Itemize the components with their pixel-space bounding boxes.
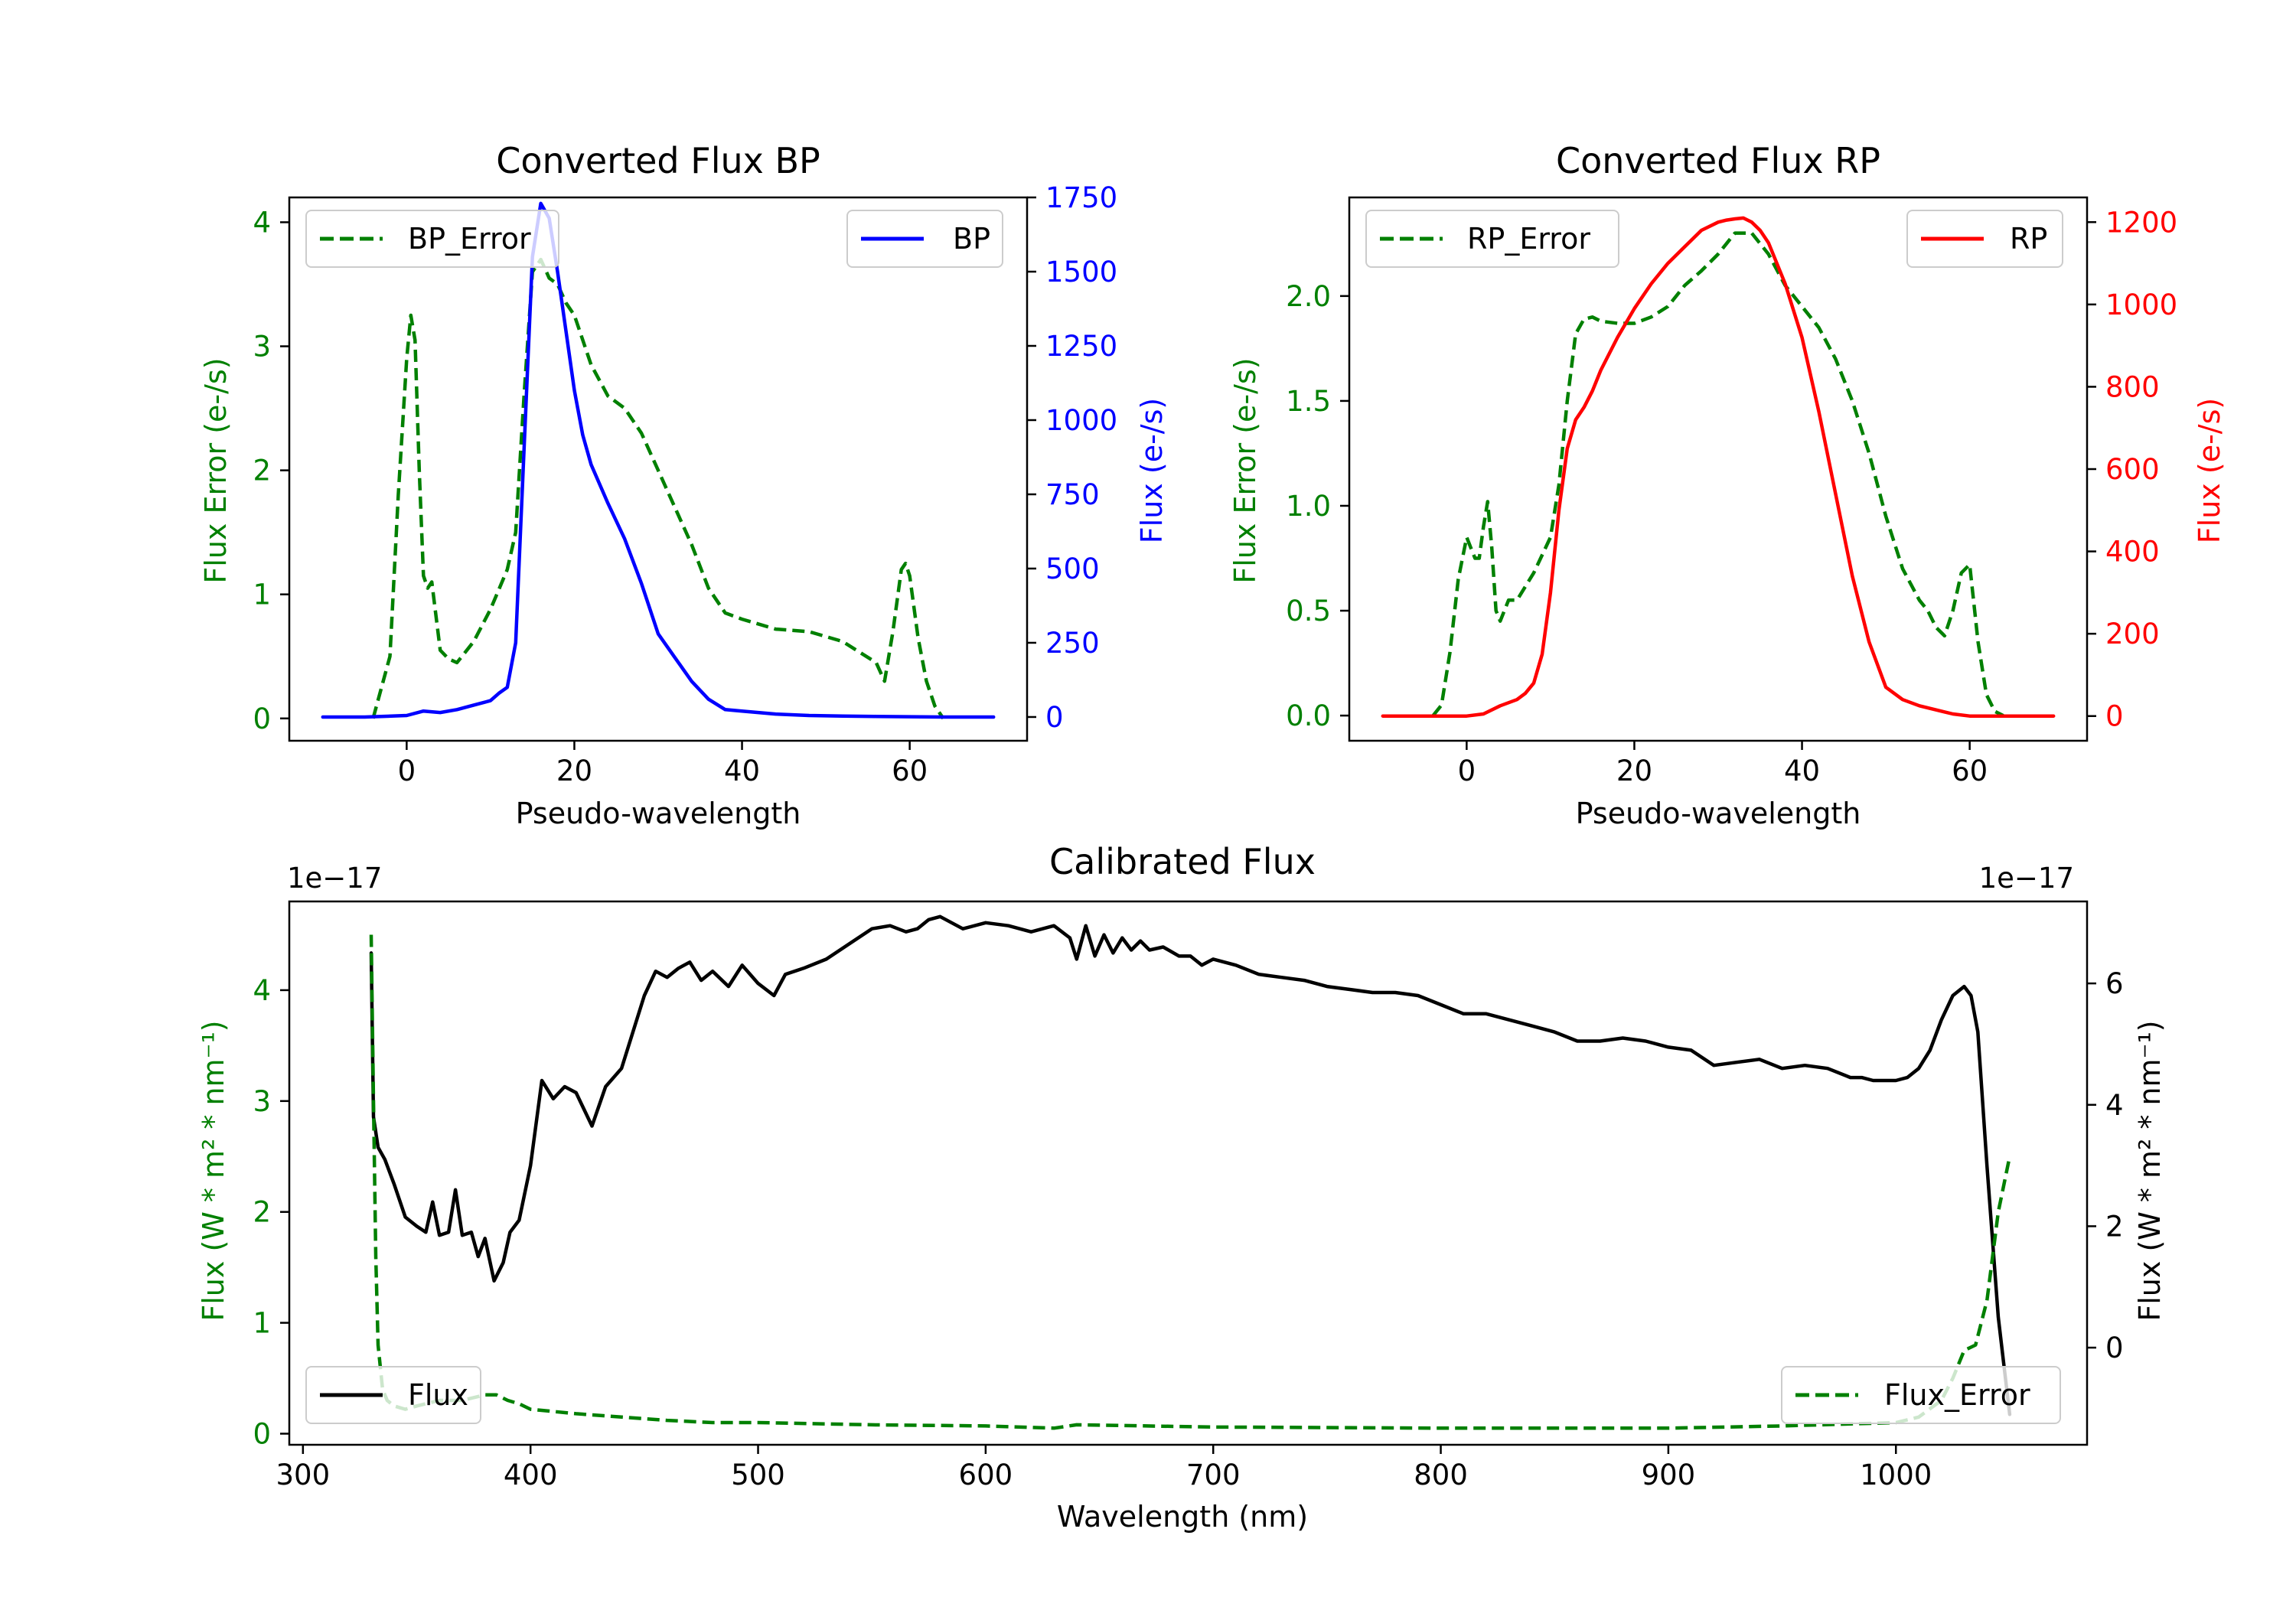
y-tick-label-left: 2 xyxy=(253,1196,271,1229)
x-tick-label: 60 xyxy=(892,755,928,787)
legend-right: RP xyxy=(1906,210,2063,268)
y-tick-label-right: 6 xyxy=(2105,967,2124,1000)
y-axis-label-left: Flux Error (e-/s) xyxy=(199,357,233,583)
legend-right-box xyxy=(1906,210,2063,268)
y-tick-label-right: 1500 xyxy=(1045,256,1117,288)
y-tick-label-right: 1000 xyxy=(1045,404,1117,437)
y-tick-label-right: 2 xyxy=(2105,1210,2124,1243)
legend-left-label: BP_Error xyxy=(408,222,531,256)
chart-bp: Converted Flux BP Pseudo-wavelength Flux… xyxy=(199,140,1169,830)
y-tick-label-left: 3 xyxy=(253,331,271,363)
y-axis-label-right: Flux (W * m² * nm⁻¹) xyxy=(2133,1020,2167,1321)
y-tick-label-left: 1.5 xyxy=(1286,385,1331,418)
x-axis-label: Wavelength (nm) xyxy=(1057,1500,1308,1534)
y-tick-label-right: 0 xyxy=(2105,700,2124,733)
y-tick-label-left: 2 xyxy=(253,455,271,487)
y-tick-label-right: 800 xyxy=(2105,370,2160,403)
x-tick-label: 600 xyxy=(959,1459,1013,1491)
x-tick-label: 900 xyxy=(1642,1459,1696,1491)
y-tick-label-left: 0.5 xyxy=(1286,595,1331,627)
y-tick-label-left: 1 xyxy=(253,579,271,611)
series-flux-line xyxy=(369,914,2012,1416)
legend-left-box xyxy=(305,210,559,268)
x-tick-label: 700 xyxy=(1186,1459,1241,1491)
y-tick-label-right: 600 xyxy=(2105,453,2160,486)
chart-calibrated: Calibrated Flux Wavelength (nm) Flux (W … xyxy=(197,841,2167,1534)
offset-label-right: 1e−17 xyxy=(1979,862,2074,895)
y-tick-label-right: 0 xyxy=(1045,701,1064,734)
x-tick-label: 40 xyxy=(724,755,760,787)
y-tick-label-right: 400 xyxy=(2105,536,2160,569)
chart-title: Converted Flux BP xyxy=(496,140,820,181)
x-tick-label: 1000 xyxy=(1860,1459,1932,1491)
series-bp-line xyxy=(321,201,996,719)
x-tick-label: 40 xyxy=(1784,755,1820,787)
legend-left: RP_Error xyxy=(1365,210,1619,268)
legend-right-label: Flux_Error xyxy=(1884,1378,2030,1412)
y-tick-label-right: 500 xyxy=(1045,553,1100,585)
y-tick-label-right: 4 xyxy=(2105,1089,2124,1122)
legend-left: BP_Error xyxy=(305,210,559,268)
y-axis-label-right: Flux (e-/s) xyxy=(2193,398,2226,543)
y-tick-label-right: 1250 xyxy=(1045,330,1117,363)
x-tick-label: 800 xyxy=(1414,1459,1468,1491)
legend-left-box xyxy=(1365,210,1619,268)
y-tick-label-right: 200 xyxy=(2105,618,2160,650)
y-tick-label-left: 4 xyxy=(253,974,271,1007)
y-tick-label-right: 1200 xyxy=(2105,206,2177,239)
y-tick-label-left: 2.0 xyxy=(1286,280,1331,313)
legend-right: Flux_Error xyxy=(1781,1366,2061,1424)
y-axis-label-left: Flux (W * m² * nm⁻¹) xyxy=(197,1020,230,1321)
legend-left-box xyxy=(305,1366,481,1424)
chart-rp: Converted Flux RP Pseudo-wavelength Flux… xyxy=(1228,140,2226,830)
y-tick-label-left: 0 xyxy=(253,702,271,735)
y-tick-label-right: 1750 xyxy=(1045,181,1117,214)
y-tick-label-left: 1 xyxy=(253,1307,271,1340)
y-tick-label-right: 0 xyxy=(2105,1332,2124,1364)
series-rp-line xyxy=(1381,216,2056,718)
legend-left: Flux xyxy=(305,1366,481,1424)
x-tick-label: 20 xyxy=(1616,755,1652,787)
plot-frame xyxy=(288,196,1029,742)
y-tick-label-right: 750 xyxy=(1045,478,1100,511)
y-tick-label-left: 0.0 xyxy=(1286,699,1331,732)
y-axis-label-left: Flux Error (e-/s) xyxy=(1228,357,1262,583)
y-tick-label-right: 1000 xyxy=(2105,288,2177,321)
x-tick-label: 400 xyxy=(504,1459,558,1491)
x-axis-label: Pseudo-wavelength xyxy=(516,797,801,830)
offset-label-left: 1e−17 xyxy=(287,862,382,895)
chart-title: Converted Flux RP xyxy=(1556,140,1880,181)
x-tick-label: 20 xyxy=(556,755,592,787)
series-rp-error-line xyxy=(1431,231,2004,718)
legend-right-box xyxy=(1781,1366,2061,1424)
legend-right-label: BP xyxy=(953,222,990,256)
legend-right-label: RP xyxy=(2010,222,2047,256)
y-tick-label-left: 4 xyxy=(253,206,271,239)
x-tick-label: 0 xyxy=(398,755,416,787)
y-tick-label-left: 3 xyxy=(253,1085,271,1118)
y-tick-label-left: 0 xyxy=(253,1418,271,1451)
chart-title: Calibrated Flux xyxy=(1049,841,1316,882)
legend-right-box xyxy=(846,210,1003,268)
y-tick-label-right: 250 xyxy=(1045,627,1100,660)
x-tick-label: 60 xyxy=(1952,755,1988,787)
plot-frame xyxy=(288,900,2089,1446)
legend-right: BP xyxy=(846,210,1003,268)
y-axis-label-right: Flux (e-/s) xyxy=(1135,398,1169,543)
legend-left-label: RP_Error xyxy=(1467,222,1590,256)
x-tick-label: 500 xyxy=(731,1459,785,1491)
x-axis-label: Pseudo-wavelength xyxy=(1576,797,1861,830)
y-tick-label-left: 1.0 xyxy=(1286,490,1331,523)
legend-left-label: Flux xyxy=(408,1378,468,1412)
x-tick-label: 300 xyxy=(276,1459,331,1491)
x-tick-label: 0 xyxy=(1458,755,1476,787)
